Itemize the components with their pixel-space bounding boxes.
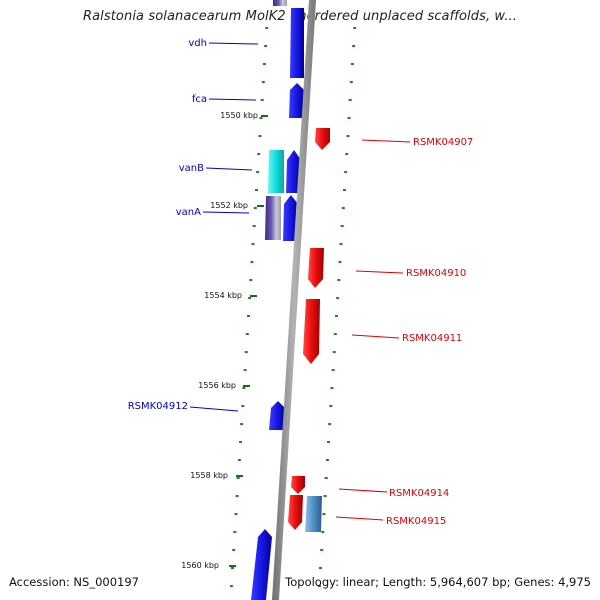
scale-label-1550: 1550 kbp (220, 111, 258, 120)
scale-label-1556: 1556 kbp (198, 381, 236, 390)
gene-arrow-RSMK04911[interactable] (303, 299, 320, 364)
callout-lines (189, 42, 411, 521)
gene-label-RSMK04911[interactable]: RSMK04911 (402, 333, 462, 344)
gene-label-vdh[interactable]: vdh (188, 38, 207, 49)
scale-label-1558: 1558 kbp (190, 471, 228, 480)
right-tick-marks (317, 27, 357, 587)
genome-backbone (272, 0, 316, 600)
gene-arrow-vanB-neighbor[interactable] (286, 150, 301, 193)
gene-arrow-fca[interactable] (289, 83, 304, 118)
gene-arrow-RSMK04907[interactable] (315, 128, 330, 150)
gene-arrow-RSMK04910[interactable] (308, 248, 324, 288)
plus-strand-genes (251, 0, 304, 600)
gene-label-RSMK04914[interactable]: RSMK04914 (389, 488, 449, 499)
gene-label-RSMK04910[interactable]: RSMK04910 (406, 268, 466, 279)
scale-label-1560: 1560 kbp (181, 561, 219, 570)
left-tick-marks (229, 27, 269, 587)
topology-label: Topology: linear; Length: 5,964,607 bp; … (285, 575, 591, 589)
minus-strand-genes (288, 128, 330, 532)
accession-label: Accession: NS_000197 (9, 575, 139, 589)
gene-label-fca[interactable]: fca (192, 94, 207, 105)
scale-bar: 1550 kbp 1552 kbp 1554 kbp 1556 kbp 1558… (181, 111, 268, 570)
gene-label-vanA[interactable]: vanA (176, 207, 201, 218)
gene-arrow-top-partial[interactable] (273, 0, 287, 6)
gene-arrow-RSMK04915[interactable] (305, 496, 322, 532)
gene-arrow-RSMK04915-red[interactable] (288, 495, 303, 530)
gene-arrow-RSMK04914[interactable] (291, 476, 305, 494)
gene-arrow-vdh[interactable] (290, 8, 304, 78)
gene-label-vanB[interactable]: vanB (179, 163, 204, 174)
gene-labels: vdh fca RSMK04907 vanB vanA RSMK04910 RS… (128, 38, 474, 527)
gene-arrow-bottom-blue[interactable] (251, 529, 272, 600)
scale-label-1554: 1554 kbp (204, 291, 242, 300)
scale-label-1552: 1552 kbp (210, 201, 248, 210)
gene-arrow-vanB[interactable] (268, 150, 284, 193)
gene-arrow-vanA-neighbor[interactable] (283, 195, 298, 241)
gene-label-RSMK04907[interactable]: RSMK04907 (413, 137, 473, 148)
gene-label-RSMK04912[interactable]: RSMK04912 (128, 401, 188, 412)
gene-arrow-vanA[interactable] (265, 196, 281, 240)
gene-arrow-RSMK04912[interactable] (269, 401, 285, 430)
gene-label-RSMK04915[interactable]: RSMK04915 (386, 516, 446, 527)
